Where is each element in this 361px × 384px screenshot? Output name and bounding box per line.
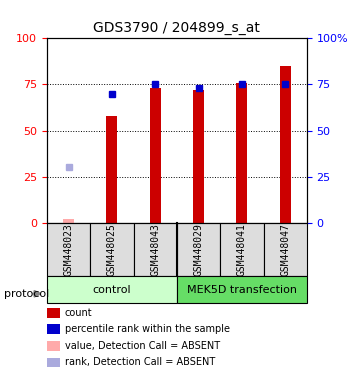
Text: GSM448041: GSM448041 (237, 223, 247, 276)
Bar (134, 223, 177, 276)
Text: GSM448025: GSM448025 (107, 223, 117, 276)
Text: GSM448043: GSM448043 (150, 223, 160, 276)
Bar (236, 83, 247, 223)
Text: count: count (65, 308, 93, 318)
Bar (90, 223, 134, 276)
Bar (106, 116, 117, 223)
Bar (150, 88, 161, 223)
Bar (193, 90, 204, 223)
Bar (177, 276, 307, 303)
Title: GDS3790 / 204899_s_at: GDS3790 / 204899_s_at (93, 21, 260, 35)
Bar (47, 223, 90, 276)
Text: GSM448029: GSM448029 (193, 223, 204, 276)
Bar (63, 219, 74, 223)
Text: percentile rank within the sample: percentile rank within the sample (65, 324, 230, 334)
Text: control: control (93, 285, 131, 295)
Text: GSM448047: GSM448047 (280, 223, 290, 276)
Bar (47, 276, 177, 303)
Text: rank, Detection Call = ABSENT: rank, Detection Call = ABSENT (65, 358, 215, 367)
Bar (264, 223, 307, 276)
Bar (280, 66, 291, 223)
Bar (220, 223, 264, 276)
Bar (177, 223, 220, 276)
Text: MEK5D transfection: MEK5D transfection (187, 285, 297, 295)
Text: protocol: protocol (4, 289, 49, 299)
Text: value, Detection Call = ABSENT: value, Detection Call = ABSENT (65, 341, 220, 351)
Text: GSM448023: GSM448023 (64, 223, 74, 276)
